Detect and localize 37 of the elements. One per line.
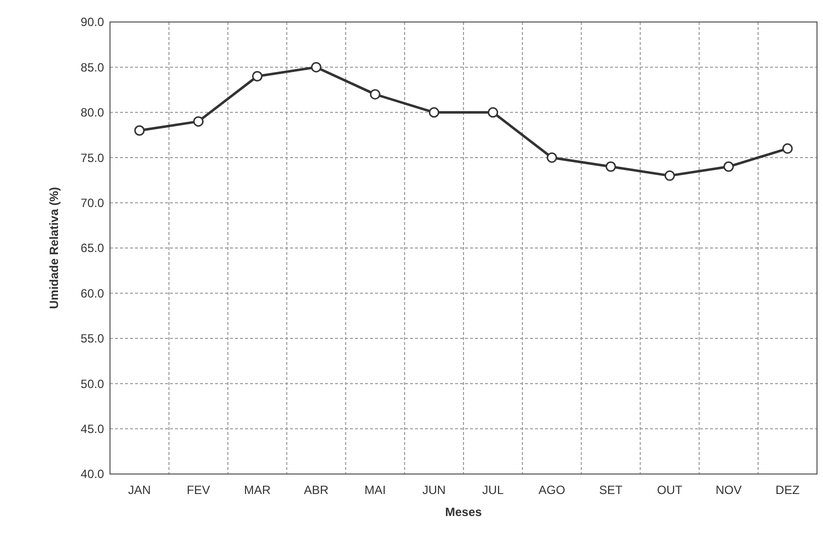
x-tick-label: NOV xyxy=(716,483,742,497)
point xyxy=(310,62,322,72)
x-axis-title: Meses xyxy=(445,505,482,519)
point xyxy=(193,116,204,127)
y-axis-title: Umidade Relativa (%) xyxy=(47,186,61,310)
x-tick-label: MAI xyxy=(364,483,386,497)
x-tick-label: SET xyxy=(599,483,624,497)
x-tick-label: AGO xyxy=(538,483,566,497)
x-tick-label: MAR xyxy=(244,483,271,497)
y-tick-label: 55.0 xyxy=(80,332,104,346)
y-tick-label: 80.0 xyxy=(80,106,104,120)
y-tick-label: 85.0 xyxy=(80,60,104,74)
y-tick-label: 45.0 xyxy=(80,422,104,436)
x-tick-label: FEV xyxy=(186,483,210,497)
y-tick-label: 90.0 xyxy=(80,15,104,30)
point xyxy=(782,143,793,154)
y-tick-label: 50.0 xyxy=(80,376,104,391)
x-tick-label: JUN xyxy=(422,483,446,497)
x-tick-label: JUL xyxy=(482,483,504,497)
x-tick-label: OUT xyxy=(657,483,684,497)
point xyxy=(664,170,675,181)
y-tick-label: 70.0 xyxy=(80,196,104,210)
x-tick-label: JAN xyxy=(128,483,151,497)
y-tick-label: 40.0 xyxy=(80,467,104,482)
point xyxy=(134,125,145,136)
y-tick-label: 75.0 xyxy=(80,150,104,165)
point xyxy=(428,107,440,118)
y-tick-label: 60.0 xyxy=(80,286,104,300)
point xyxy=(370,89,380,100)
point xyxy=(546,152,558,163)
point xyxy=(252,70,263,82)
point xyxy=(723,161,734,172)
point xyxy=(488,107,498,118)
x-tick-label: DEZ xyxy=(776,483,800,497)
point xyxy=(606,161,616,172)
y-tick-label: 65.0 xyxy=(80,241,104,256)
x-tick-label: ABR xyxy=(304,483,329,497)
